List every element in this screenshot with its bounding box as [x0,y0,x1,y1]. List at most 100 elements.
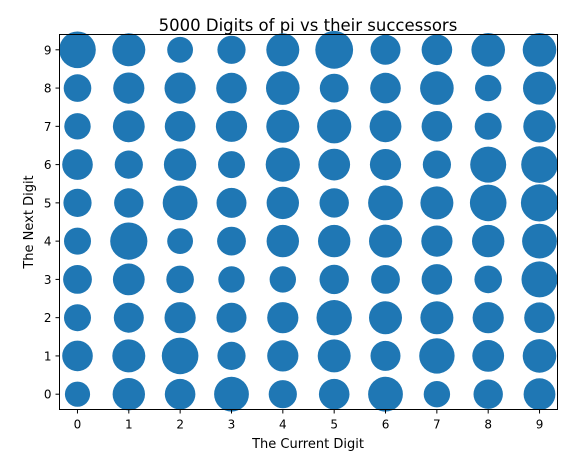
y-axis-label: The Next Digit [22,175,37,269]
y-tick-label: 9 [44,43,52,57]
data-point-2-1 [161,337,199,375]
data-point-8-3 [474,265,503,294]
data-point-9-5 [520,184,559,222]
data-point-3-3 [218,266,245,293]
data-point-6-4 [369,224,402,258]
data-point-0-9 [59,31,96,69]
data-point-9-3 [521,261,558,298]
y-tick-label: 2 [44,311,52,325]
data-point-8-2 [472,302,504,334]
data-point-1-0 [112,378,145,411]
data-point-3-1 [217,341,246,370]
data-point-9-0 [523,378,556,411]
data-point-7-5 [420,186,454,220]
data-point-0-1 [62,340,93,372]
data-point-9-1 [522,339,557,373]
data-point-6-7 [369,110,402,143]
data-point-7-7 [421,111,453,142]
data-point-8-4 [472,224,505,258]
data-point-8-6 [470,146,507,183]
x-tick-label: 4 [279,418,287,432]
data-point-7-0 [423,381,451,408]
x-tick-label: 2 [176,418,184,432]
data-point-7-9 [421,34,453,66]
y-tick-label: 7 [44,120,52,134]
data-point-6-0 [368,376,403,412]
y-tick-label: 6 [44,158,52,172]
data-point-3-8 [216,72,247,104]
data-point-1-9 [112,33,146,67]
data-point-4-4 [266,224,299,258]
data-point-4-8 [266,71,300,105]
data-point-5-6 [318,148,351,181]
data-point-2-4 [167,228,194,255]
data-point-9-8 [523,71,556,105]
data-point-1-2 [113,302,144,333]
data-point-0-7 [64,113,91,140]
data-point-4-9 [266,33,300,67]
data-point-0-3 [63,265,92,294]
x-tick-label: 3 [228,418,236,432]
data-point-5-2 [316,300,352,336]
data-point-4-0 [268,380,297,409]
data-point-3-7 [215,110,248,142]
data-point-2-9 [167,36,194,63]
data-point-3-2 [216,302,247,333]
x-tick-label: 1 [125,418,133,432]
data-point-1-1 [112,339,146,373]
data-point-8-5 [469,184,507,222]
y-tick-label: 1 [44,349,52,363]
x-tick-label: 0 [74,418,82,432]
data-point-5-3 [319,264,349,295]
data-point-2-0 [164,378,196,410]
x-tick-label: 9 [536,418,544,432]
data-point-6-8 [370,72,401,104]
data-point-5-9 [315,30,354,69]
data-point-0-5 [63,188,92,217]
data-point-7-3 [421,264,453,295]
data-point-3-0 [214,376,249,412]
data-point-1-8 [113,72,145,104]
data-point-6-6 [369,149,402,181]
data-point-4-3 [269,266,296,293]
data-point-1-5 [114,188,144,218]
data-point-9-9 [522,33,557,67]
data-point-4-7 [266,109,300,143]
chart-title: 5000 Digits of pi vs their successors [159,16,458,35]
x-tick-label: 5 [330,418,338,432]
data-point-0-6 [62,149,93,180]
y-tick-label: 3 [44,273,52,287]
data-point-5-8 [319,73,349,103]
data-point-6-1 [370,340,401,371]
data-point-4-5 [266,186,299,220]
data-point-0-4 [64,227,91,255]
data-point-1-7 [112,110,145,143]
data-point-2-7 [164,111,196,142]
data-point-0-2 [64,304,91,332]
data-point-3-9 [217,35,246,64]
data-point-3-4 [217,226,246,256]
data-point-2-8 [164,72,196,104]
data-point-6-2 [369,301,402,335]
data-point-8-7 [474,112,502,140]
data-point-9-6 [521,146,558,183]
data-point-6-5 [368,185,403,221]
data-point-7-1 [419,338,455,374]
x-tick-label: 7 [433,418,441,432]
plot-frame [59,34,558,410]
data-point-5-7 [317,109,352,144]
data-point-5-5 [319,188,349,218]
data-point-8-8 [475,74,502,102]
data-point-8-0 [473,379,503,409]
data-point-4-1 [267,340,299,372]
data-point-8-1 [472,340,505,372]
x-tick-label: 8 [484,418,492,432]
data-point-2-6 [163,148,197,181]
data-point-4-6 [265,147,300,182]
data-point-5-4 [318,224,351,258]
data-point-0-8 [63,74,92,102]
data-point-1-4 [110,222,148,260]
y-tick-label: 4 [44,235,52,249]
x-axis-ticks: 0 1 2 3 4 5 6 7 8 9 [74,409,544,432]
